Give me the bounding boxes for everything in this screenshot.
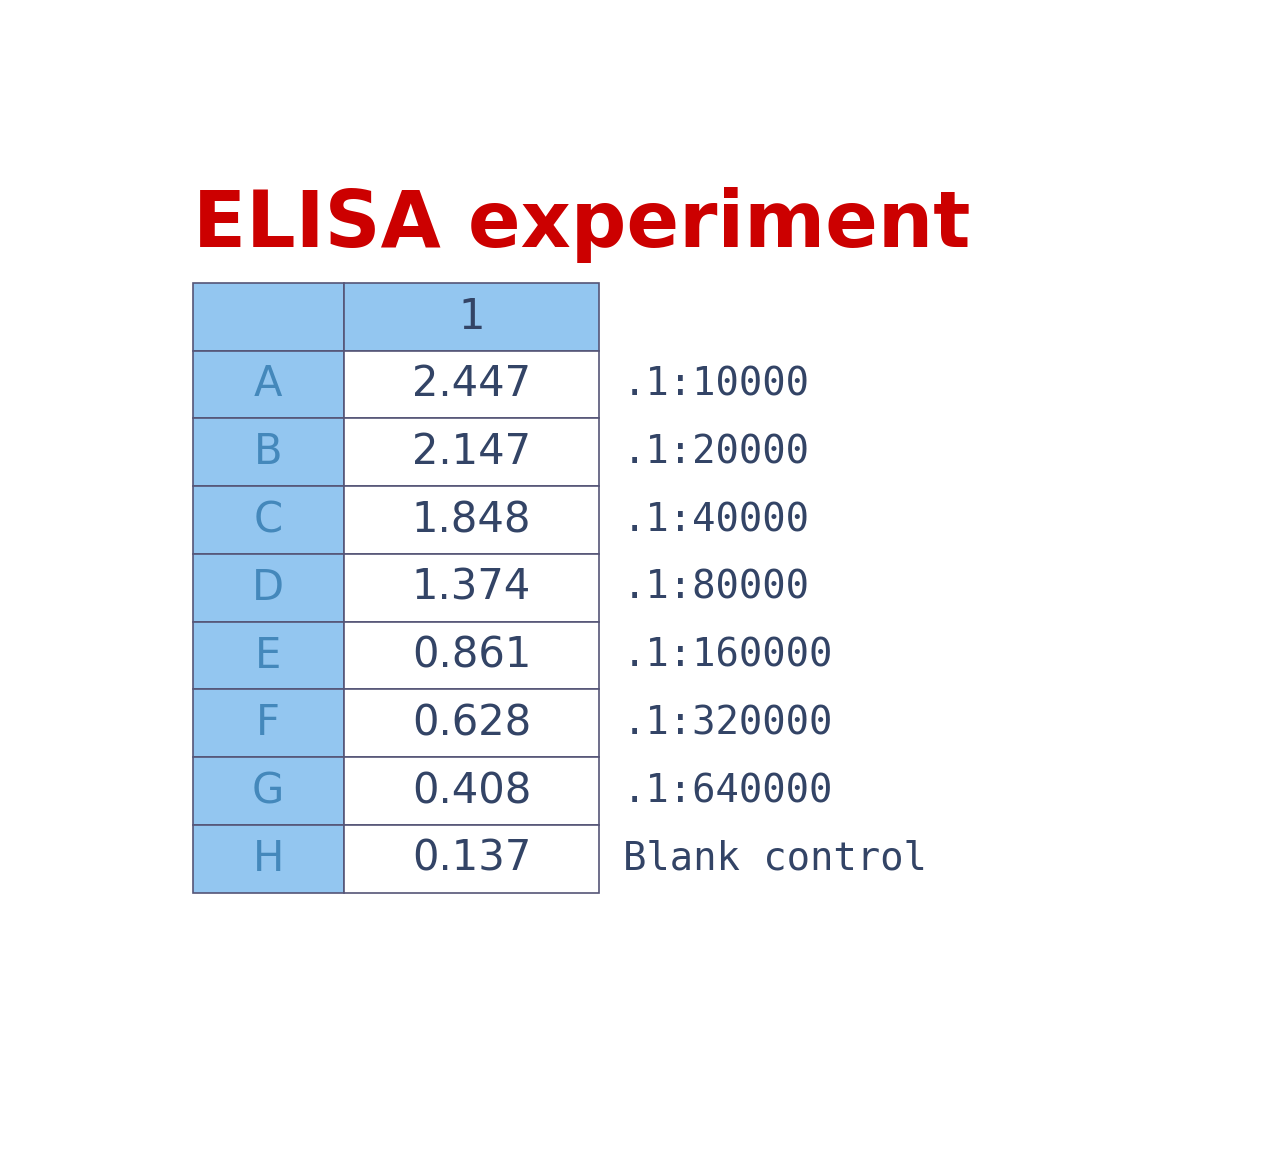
Bar — [343, 486, 599, 553]
Bar — [192, 757, 343, 825]
Text: A: A — [253, 364, 283, 406]
Text: 0.861: 0.861 — [412, 634, 531, 676]
Bar — [192, 553, 343, 621]
Bar — [192, 351, 343, 419]
Text: B: B — [253, 432, 283, 473]
Text: G: G — [252, 770, 284, 812]
Bar — [343, 621, 599, 689]
Text: .1:640000: .1:640000 — [622, 772, 833, 810]
Text: .1:160000: .1:160000 — [622, 636, 833, 675]
Bar — [192, 689, 343, 757]
Text: 2.147: 2.147 — [412, 432, 531, 473]
Text: C: C — [253, 500, 283, 541]
Bar — [343, 553, 599, 621]
Text: .1:10000: .1:10000 — [622, 365, 810, 404]
Text: 1.848: 1.848 — [412, 500, 531, 541]
Text: 0.408: 0.408 — [412, 770, 531, 812]
Bar — [343, 757, 599, 825]
Bar — [343, 689, 599, 757]
Bar — [343, 825, 599, 893]
Bar — [343, 419, 599, 486]
Bar — [192, 825, 343, 893]
Bar — [192, 486, 343, 553]
Text: ELISA experiment: ELISA experiment — [192, 186, 970, 262]
Text: .1:320000: .1:320000 — [622, 704, 833, 742]
Text: 0.137: 0.137 — [412, 838, 531, 880]
Text: 1: 1 — [458, 296, 485, 338]
Text: 2.447: 2.447 — [412, 364, 531, 406]
Text: H: H — [252, 838, 284, 880]
Text: .1:20000: .1:20000 — [622, 433, 810, 472]
Text: 1.374: 1.374 — [412, 566, 531, 608]
Bar — [343, 351, 599, 419]
Bar — [343, 283, 599, 351]
Bar — [192, 283, 343, 351]
Bar — [192, 621, 343, 689]
Text: E: E — [255, 634, 282, 676]
Text: .1:40000: .1:40000 — [622, 501, 810, 539]
Text: Blank control: Blank control — [622, 840, 927, 878]
Text: .1:80000: .1:80000 — [622, 569, 810, 607]
Text: F: F — [256, 702, 280, 744]
Bar — [192, 419, 343, 486]
Text: 0.628: 0.628 — [412, 702, 531, 744]
Text: D: D — [252, 566, 284, 608]
